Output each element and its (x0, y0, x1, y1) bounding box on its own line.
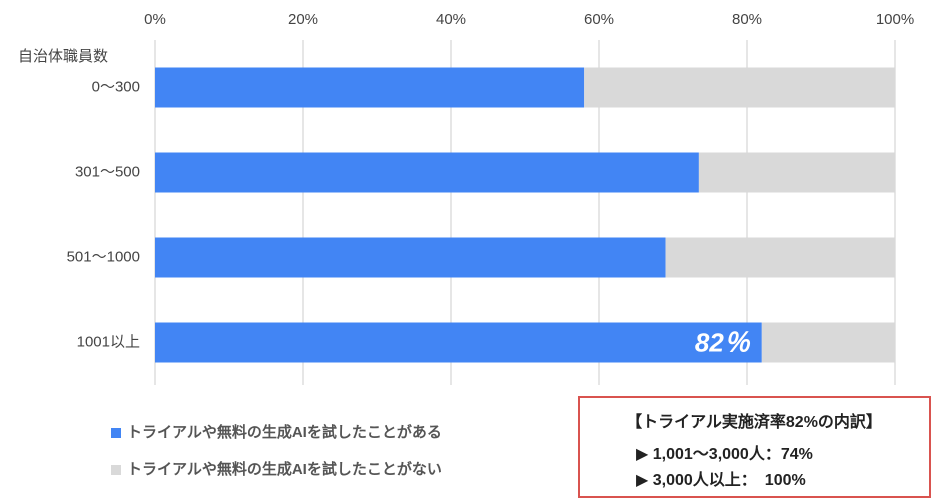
bar-segment (155, 67, 585, 108)
annotation-line: ▶ 1,001〜3,000人：74% (636, 445, 813, 463)
legend-label: トライアルや無料の生成AIを試したことがある (127, 423, 442, 441)
x-tick-label: 40% (436, 11, 466, 28)
x-tick-label: 0% (144, 11, 166, 28)
bar-segment (698, 152, 895, 193)
annotation-title: 【トライアル実施済率82%の内訳】 (626, 412, 882, 431)
x-tick-label: 80% (732, 11, 762, 28)
y-tick-label: 301〜500 (75, 163, 140, 180)
y-tick-label: 501〜1000 (67, 248, 140, 265)
legend-label: トライアルや無料の生成AIを試したことがない (127, 460, 442, 478)
legend-swatch (111, 465, 121, 475)
bar-segment (155, 237, 666, 278)
y-tick-label: 1001以上 (77, 333, 140, 350)
annotation-line: ▶ 3,000人以上： 100% (636, 471, 806, 489)
x-tick-label: 100% (876, 11, 914, 28)
bar-segment (665, 237, 895, 278)
x-tick-label: 60% (584, 11, 614, 28)
bar-segment (761, 322, 895, 363)
bar-segment (155, 322, 762, 363)
legend-swatch (111, 428, 121, 438)
value-label: 82％ (695, 327, 751, 357)
bar-segment (584, 67, 895, 108)
y-axis-label: 自治体職員数 (18, 48, 108, 65)
y-tick-label: 0〜300 (92, 78, 140, 95)
x-tick-label: 20% (288, 11, 318, 28)
bar-segment (155, 152, 699, 193)
annotation-box (578, 396, 931, 498)
